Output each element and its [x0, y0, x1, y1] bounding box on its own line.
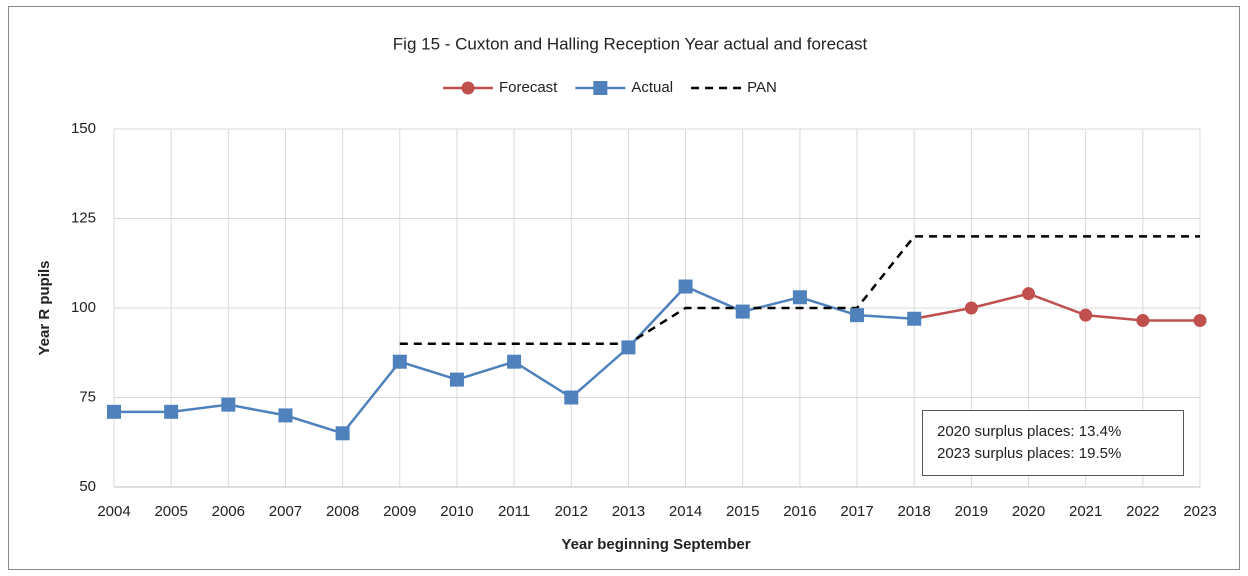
data-point [964, 301, 978, 315]
data-point [449, 372, 464, 387]
x-tick-label: 2013 [612, 503, 645, 520]
x-axis-title: Year beginning September [561, 536, 750, 553]
data-point [792, 290, 807, 305]
data-point [1079, 308, 1093, 322]
x-tick-label: 2018 [898, 503, 931, 520]
y-axis-title: Year R pupils [36, 260, 53, 355]
series-line [399, 235, 1200, 346]
data-point [1136, 314, 1150, 328]
legend-marker [593, 81, 608, 95]
data-point [735, 304, 750, 319]
y-tick-label: 100 [71, 299, 96, 316]
data-point [392, 354, 407, 369]
data-point [507, 354, 522, 369]
legend-marker [461, 81, 475, 95]
data-point [1022, 287, 1036, 301]
x-tick-label: 2020 [1012, 503, 1045, 520]
legend-label: Forecast [499, 79, 558, 96]
x-tick-label: 2022 [1126, 503, 1159, 520]
x-tick-label: 2007 [269, 503, 302, 520]
x-tick-label: 2017 [840, 503, 873, 520]
x-tick-label: 2006 [212, 503, 245, 520]
x-tick-label: 2010 [440, 503, 473, 520]
data-point [164, 404, 179, 419]
data-point [335, 426, 350, 441]
plot: 50 75 100 125 150 2004 2005 2006 2007 2008 2009 201… [71, 79, 1217, 520]
x-tick-label: 2014 [669, 503, 702, 520]
data-point [907, 311, 922, 326]
data-point [278, 408, 293, 423]
annotation-text: 2020 surplus places: 13.4% [937, 423, 1121, 440]
chart-border [8, 6, 1240, 570]
y-tick-label: 75 [79, 388, 96, 405]
y-tick-label: 125 [71, 209, 96, 226]
legend-label: PAN [747, 79, 777, 96]
annotation-box [922, 410, 1184, 476]
data-point [621, 340, 636, 355]
legend-label: Actual [631, 79, 673, 96]
data-point [107, 404, 121, 419]
legend: Forecast Actual PAN [443, 79, 777, 96]
x-tick-label: 2008 [326, 503, 359, 520]
x-tick-label: 2023 [1183, 503, 1216, 520]
x-tick-label: 2004 [97, 503, 130, 520]
x-tick-label: 2015 [726, 503, 759, 520]
x-tick-label: 2011 [498, 503, 530, 520]
data-point [564, 390, 579, 405]
annotation-text: 2023 surplus places: 19.5% [937, 445, 1121, 462]
data-point [221, 397, 236, 412]
x-tick-label: 2019 [955, 503, 988, 520]
y-tick-label: 150 [71, 120, 96, 137]
chart-title: Fig 15 - Cuxton and Halling Reception Ye… [393, 34, 868, 53]
x-tick-label: 2012 [555, 503, 588, 520]
x-tick-label: 2021 [1069, 503, 1102, 520]
series-line [913, 292, 1200, 322]
x-tick-label: 2016 [783, 503, 816, 520]
data-point [678, 279, 693, 294]
data-point [1193, 314, 1207, 328]
y-tick-label: 50 [79, 478, 96, 495]
x-tick-label: 2009 [383, 503, 416, 520]
x-tick-label: 2005 [154, 503, 187, 520]
data-point [850, 308, 865, 323]
